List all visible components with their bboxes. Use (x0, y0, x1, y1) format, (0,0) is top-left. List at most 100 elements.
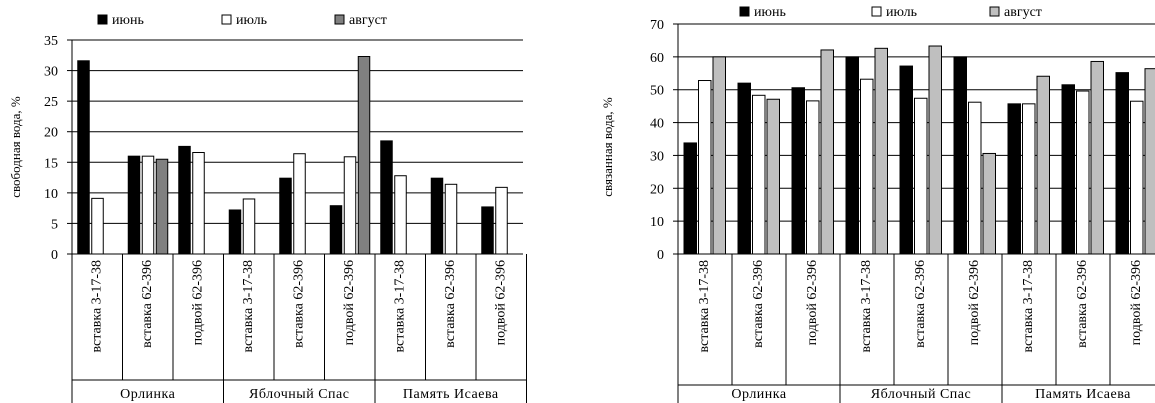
y-tick-label: 70 (650, 18, 664, 33)
category-label: вставка 62-396 (140, 260, 155, 348)
legend-swatch (221, 14, 232, 25)
bar-august (1090, 60, 1104, 255)
bar-june (845, 56, 859, 255)
legend-label: июнь (754, 5, 786, 20)
bar-june (77, 60, 90, 255)
category-label: подвой 62-396 (967, 260, 982, 345)
y-tick-label: 5 (51, 217, 58, 232)
bar-june (737, 82, 751, 255)
bar-july (91, 197, 104, 255)
bar-july (343, 156, 357, 255)
bar-july (968, 101, 982, 255)
y-tick-label: 30 (44, 65, 58, 80)
bar-august (712, 56, 726, 255)
bar-june (1115, 72, 1129, 255)
y-tick-label: 50 (650, 84, 664, 99)
bar-july (495, 186, 508, 255)
y-tick-label: 10 (650, 215, 664, 230)
legend-label: август (1004, 5, 1042, 20)
bar-june (380, 140, 393, 255)
bar-june (1007, 103, 1021, 255)
y-tick-label: 20 (44, 126, 58, 141)
category-label: вставка 62-396 (913, 260, 928, 348)
legend-swatch (739, 6, 750, 17)
bar-august (766, 98, 780, 255)
y-axis-label: связанная вода, % (600, 97, 615, 197)
category-label: вставка 3-17-38 (241, 260, 256, 352)
bar-july (141, 155, 155, 255)
category-label: вставка 3-17-38 (1021, 260, 1036, 352)
bar-june (1061, 84, 1075, 255)
legend-swatch (334, 14, 345, 25)
group-label: Орлинка (120, 387, 175, 402)
legend-label: июнь (112, 13, 144, 28)
y-tick-label: 0 (657, 248, 664, 263)
chart-free-water: 0 5 10 15 20 25 30 35 свободная вода, % вставка 3… (8, 13, 527, 403)
y-tick-label: 20 (650, 182, 664, 197)
group-label: Память Исаева (1035, 387, 1131, 402)
group-label: Яблочный Спас (249, 387, 349, 402)
bar-august (1036, 75, 1050, 255)
category-label: подвой 62-396 (493, 260, 508, 345)
y-tick-label: 15 (44, 156, 58, 171)
bar-july (860, 78, 874, 255)
bar-august (982, 152, 996, 255)
category-label: вставка 3-17-38 (859, 260, 874, 352)
category-label: вставка 62-396 (291, 260, 306, 348)
bar-august (928, 45, 942, 255)
y-tick-label: 25 (44, 95, 58, 110)
bar-july (444, 183, 458, 255)
bar-june (178, 145, 191, 255)
y-axis-label: свободная вода, % (8, 96, 23, 198)
bar-june (430, 177, 444, 255)
legend-swatch (871, 6, 882, 17)
bar-june (481, 206, 494, 255)
category-label: вставка 62-396 (751, 260, 766, 348)
bar-june (279, 177, 292, 255)
bar-august (357, 56, 371, 255)
category-label: вставка 62-396 (1075, 260, 1090, 348)
group-label: Орлинка (731, 387, 786, 402)
category-label: подвой 62-396 (805, 260, 820, 345)
bar-july (806, 100, 820, 255)
bar-july (293, 153, 306, 255)
legend-swatch (989, 6, 1000, 17)
legend-label: август (349, 13, 387, 28)
category-label: вставка 3-17-38 (697, 260, 712, 352)
bar-june (899, 65, 913, 255)
bar-july (1130, 100, 1144, 255)
bar-august (155, 158, 169, 255)
category-label: подвой 62-396 (342, 260, 357, 345)
bar-june (683, 142, 697, 255)
bar-july (698, 80, 712, 255)
bar-july (394, 175, 407, 255)
y-tick-label: 60 (650, 51, 664, 66)
legend-label: июль (236, 13, 267, 28)
legend-label: июль (886, 5, 917, 20)
bar-june (953, 56, 967, 255)
y-tick-label: 35 (44, 34, 58, 49)
group-label: Яблочный Спас (871, 387, 971, 402)
bar-july (1022, 103, 1036, 255)
y-tick-label: 40 (650, 117, 664, 132)
bar-july (1076, 90, 1090, 255)
category-label: вставка 3-17-38 (392, 260, 407, 352)
category-label: подвой 62-396 (1129, 260, 1144, 345)
chart-bound-water: 0 10 20 30 40 50 60 70 связанная вода, % вставка … (600, 5, 1155, 403)
bar-july (192, 152, 205, 255)
group-label: Память Исаева (403, 387, 499, 402)
bar-july (752, 94, 766, 255)
y-tick-label: 30 (650, 149, 664, 164)
category-label: вставка 3-17-38 (89, 260, 104, 352)
bar-june (228, 209, 242, 255)
bar-august (874, 47, 888, 255)
bar-august (1144, 68, 1155, 255)
category-label: подвой 62-396 (190, 260, 205, 345)
category-label: вставка 62-396 (443, 260, 458, 348)
y-tick-label: 10 (44, 187, 58, 202)
legend-swatch (97, 14, 108, 25)
y-tick-label: 0 (51, 248, 58, 263)
bar-august (820, 49, 834, 255)
bar-june (127, 155, 141, 255)
